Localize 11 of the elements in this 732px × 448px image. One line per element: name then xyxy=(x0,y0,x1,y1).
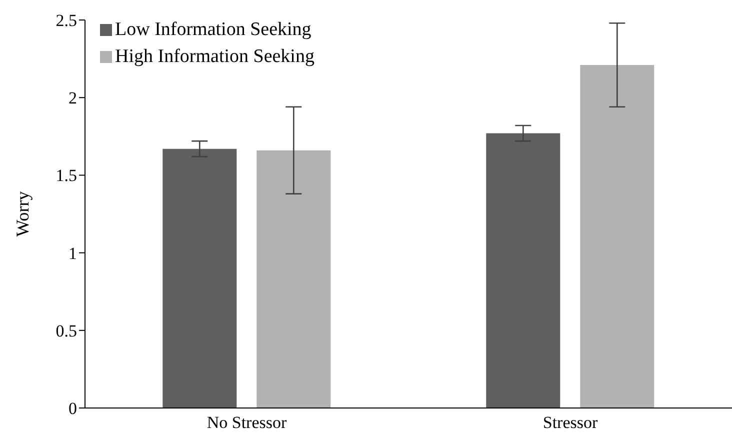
y-tick-label: 0.5 xyxy=(56,321,77,340)
y-tick-label: 0 xyxy=(68,399,77,418)
y-tick-label: 1 xyxy=(68,244,77,263)
y-tick-label: 2 xyxy=(68,88,77,108)
legend-label: Low Information Seeking xyxy=(115,18,312,42)
x-tick-label: Stressor xyxy=(542,413,598,432)
y-tick-label: 1.5 xyxy=(56,166,77,186)
legend-label: High Information Seeking xyxy=(115,45,314,69)
y-axis-title: Worry xyxy=(12,191,32,237)
x-tick-label: No Stressor xyxy=(206,413,287,432)
y-tick-label: 2.5 xyxy=(56,11,77,30)
